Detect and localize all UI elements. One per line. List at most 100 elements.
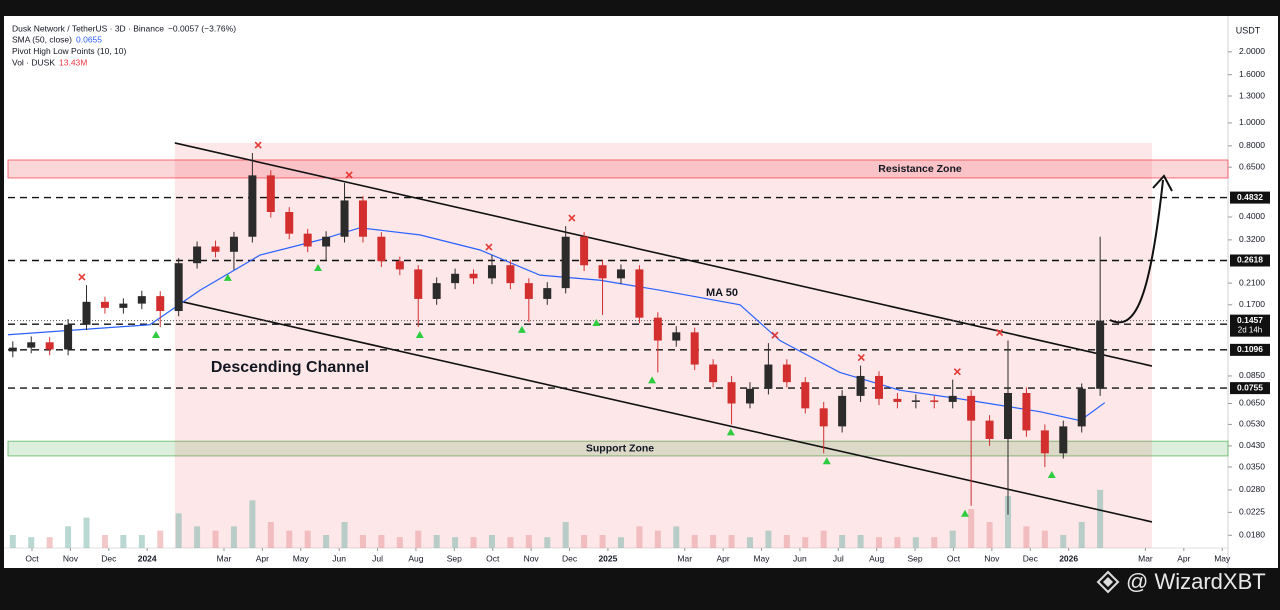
volume-bar bbox=[1023, 526, 1030, 548]
volume-bar bbox=[765, 530, 772, 548]
candle-body bbox=[45, 342, 54, 350]
x-tick-label: Jul bbox=[833, 553, 844, 563]
pivot-high bbox=[771, 331, 779, 339]
candle-body bbox=[838, 395, 847, 427]
volume-bar bbox=[875, 537, 882, 548]
candle-body bbox=[709, 364, 718, 383]
level-label: 0.0755 bbox=[1237, 382, 1263, 392]
x-tick-label: Oct bbox=[25, 553, 39, 563]
x-tick-label: Apr bbox=[716, 553, 729, 563]
zone bbox=[7, 440, 1229, 457]
candle-body bbox=[1022, 392, 1031, 431]
candle-body bbox=[543, 288, 552, 299]
sma-line bbox=[7, 227, 1106, 422]
x-tick-label: Oct bbox=[947, 553, 961, 563]
candle-body bbox=[414, 269, 423, 299]
sma-label: MA 50 bbox=[706, 287, 738, 299]
x-tick-label: Sep bbox=[908, 553, 923, 563]
candle-body bbox=[137, 296, 146, 304]
level-label: 0.2618 bbox=[1237, 255, 1263, 265]
y-tick-label: 0.0430 bbox=[1239, 440, 1265, 450]
price-change: −0.0057 (−3.76%) bbox=[168, 23, 236, 33]
candle-body bbox=[469, 273, 478, 279]
x-tick-label: May bbox=[293, 553, 310, 563]
volume-bar bbox=[562, 522, 569, 548]
candle-body bbox=[377, 236, 386, 262]
y-tick-label: 0.0350 bbox=[1239, 461, 1265, 471]
volume-bar bbox=[230, 526, 237, 548]
volume-bar bbox=[470, 537, 477, 548]
candle-body bbox=[893, 398, 902, 402]
volume-bar bbox=[341, 522, 348, 548]
y-tick-label: 0.0180 bbox=[1239, 530, 1265, 540]
volume-bar bbox=[28, 537, 35, 548]
pivot-low bbox=[822, 457, 831, 465]
pivot-high bbox=[857, 354, 865, 362]
x-tick-label: Aug bbox=[869, 553, 884, 563]
volume-bar bbox=[931, 537, 938, 548]
candle-body bbox=[616, 269, 625, 279]
x-tick-label: Sep bbox=[447, 553, 462, 563]
pivot-low bbox=[152, 330, 161, 338]
y-tick-label: 0.0280 bbox=[1239, 484, 1265, 494]
volume-bar bbox=[507, 537, 514, 548]
candle-body bbox=[82, 301, 91, 325]
channel-line bbox=[174, 142, 1153, 367]
price-label: 0.1457 bbox=[1237, 315, 1263, 325]
volume-bar bbox=[46, 537, 53, 548]
x-tick-label: Dec bbox=[1023, 553, 1039, 563]
x-tick-label: Dec bbox=[562, 553, 578, 563]
x-tick-label: Oct bbox=[486, 553, 500, 563]
level-label: 0.4832 bbox=[1237, 192, 1263, 202]
pivot-low bbox=[960, 509, 969, 517]
price-box bbox=[1230, 314, 1270, 337]
y-tick-label: 0.6500 bbox=[1239, 161, 1265, 171]
candle-body bbox=[506, 265, 515, 284]
volume-bar bbox=[839, 535, 846, 548]
volume-bar bbox=[249, 500, 256, 548]
candle-body bbox=[727, 382, 736, 404]
candle-body bbox=[248, 175, 257, 237]
volume-bar bbox=[949, 530, 956, 548]
indicator-name: Pivot High Low Points (10, 10) bbox=[12, 46, 127, 56]
volume-bar bbox=[120, 535, 127, 548]
candle-body bbox=[303, 233, 312, 247]
y-tick-label: 1.0000 bbox=[1239, 117, 1265, 127]
candle-body bbox=[1077, 388, 1086, 427]
y-tick-label: 0.3200 bbox=[1239, 234, 1265, 244]
candle-body bbox=[358, 200, 367, 237]
volume-bar bbox=[359, 535, 366, 548]
x-tick-label: 2026 bbox=[1059, 553, 1078, 563]
y-tick-label: 0.0225 bbox=[1239, 507, 1265, 517]
watermark: @ WizardXBT bbox=[1126, 569, 1266, 594]
pivot-high bbox=[995, 328, 1004, 337]
pivot-low bbox=[314, 264, 323, 272]
level-label-box bbox=[1230, 254, 1270, 267]
candle-body bbox=[1003, 392, 1012, 439]
pivot-high bbox=[568, 214, 576, 222]
y-tick-label: 2.0000 bbox=[1239, 46, 1265, 56]
volume-bar bbox=[65, 526, 72, 548]
volume-bar bbox=[415, 530, 422, 548]
candle-body bbox=[395, 261, 404, 270]
arrow-head bbox=[1152, 174, 1173, 192]
y-tick-label: 0.0850 bbox=[1239, 370, 1265, 380]
candle-body bbox=[1059, 426, 1068, 454]
candle-body bbox=[322, 236, 331, 247]
y-tick-label: 0.2100 bbox=[1239, 277, 1265, 287]
volume-bar bbox=[710, 535, 717, 548]
volume-bar bbox=[138, 535, 145, 548]
projection-arrow bbox=[1109, 179, 1164, 324]
watermark-logo bbox=[1096, 570, 1120, 594]
level-label-box bbox=[1230, 382, 1270, 395]
candle-body bbox=[911, 400, 920, 402]
y-tick-label: 0.0530 bbox=[1239, 419, 1265, 429]
volume-bar bbox=[267, 522, 274, 548]
channel-fill bbox=[174, 142, 1152, 548]
pivot-low bbox=[592, 318, 601, 326]
candle-body bbox=[856, 375, 865, 396]
indicator-name: SMA (50, close) bbox=[12, 34, 72, 44]
x-tick-label: Jun bbox=[793, 553, 807, 563]
pivot-low bbox=[517, 325, 526, 333]
